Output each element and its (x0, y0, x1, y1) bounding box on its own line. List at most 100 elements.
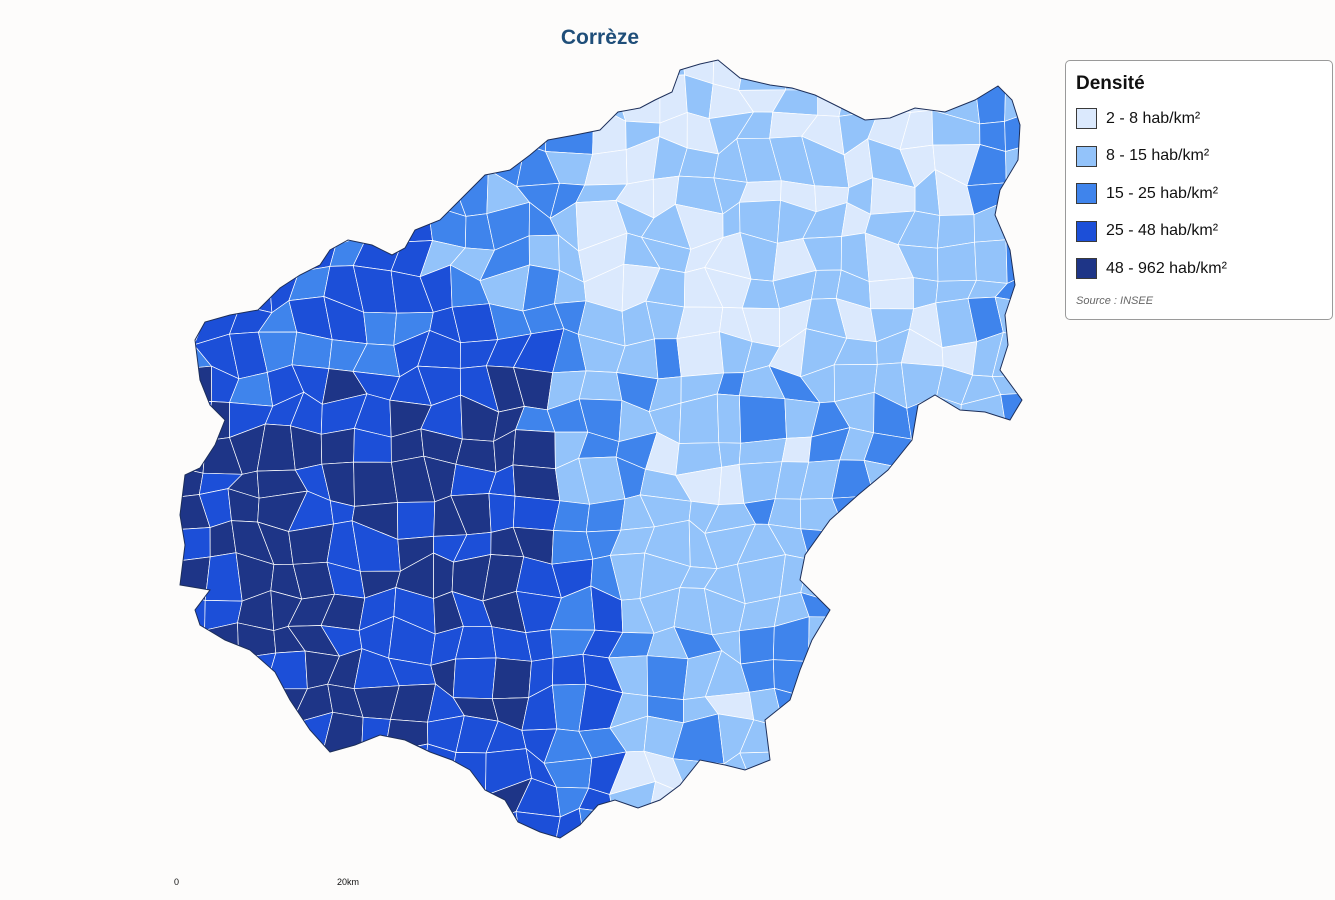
commune-region (865, 552, 910, 590)
commune-region (233, 60, 275, 82)
commune-region (180, 81, 200, 123)
legend-swatch (1076, 145, 1097, 167)
commune-region (871, 495, 900, 538)
commune-region (1025, 178, 1066, 212)
commune-region (512, 429, 556, 470)
commune-region (1000, 521, 1022, 568)
commune-region (180, 241, 209, 275)
commune-region (896, 619, 940, 665)
commune-region (355, 807, 395, 838)
commune-region (897, 71, 941, 113)
commune-region (180, 209, 211, 245)
commune-region (180, 266, 210, 310)
commune-region (194, 779, 241, 829)
commune-region (384, 813, 431, 838)
commune-region (740, 809, 779, 838)
commune-region (459, 78, 491, 119)
commune-region (362, 169, 405, 210)
commune-region (1032, 108, 1066, 146)
commune-region (992, 584, 1022, 635)
commune-region (233, 811, 276, 838)
commune-region (1027, 786, 1066, 818)
commune-region (865, 588, 910, 621)
legend: Densité 2 - 8 hab/km² 8 - 15 hab/km² 15 … (1065, 60, 1333, 320)
commune-region (552, 653, 587, 686)
commune-region (1032, 144, 1066, 183)
legend-item: 48 - 962 hab/km² (1076, 250, 1322, 288)
commune-region (962, 659, 1008, 697)
commune-region (191, 76, 238, 123)
commune-region (353, 461, 398, 507)
commune-region (512, 495, 561, 531)
commune-region (585, 498, 626, 533)
commune-region (180, 689, 204, 725)
commune-region (863, 71, 911, 113)
commune-region (203, 213, 241, 246)
commune-region (803, 751, 851, 795)
commune-region (180, 782, 213, 829)
commune-region (224, 232, 275, 279)
commune-region (180, 113, 209, 156)
commune-region (843, 683, 881, 730)
commune-region (180, 556, 211, 601)
commune-region (421, 146, 453, 175)
commune-region (974, 239, 1008, 284)
commune-region (870, 783, 901, 817)
commune-region (803, 714, 850, 761)
commune-region (451, 752, 487, 796)
commune-region (1025, 392, 1066, 435)
commune-region (258, 722, 303, 763)
commune-region (233, 169, 268, 215)
commune-region (901, 362, 944, 409)
commune-region (928, 744, 980, 794)
commune-region (841, 811, 877, 838)
commune-region (846, 714, 875, 757)
legend-title: Densité (1076, 73, 1145, 94)
commune-region (864, 748, 902, 785)
commune-region (873, 683, 911, 730)
commune-region (1025, 434, 1066, 468)
commune-region (738, 60, 787, 91)
commune-region (356, 79, 404, 116)
commune-region (929, 775, 981, 827)
commune-region (934, 716, 979, 757)
commune-region (236, 208, 275, 238)
scale-start-label: 0 (174, 877, 180, 887)
commune-region (1004, 498, 1022, 534)
commune-region (1003, 201, 1022, 252)
commune-region (961, 488, 1008, 525)
commune-region (391, 203, 433, 243)
commune-region (1025, 585, 1066, 634)
commune-region (1029, 557, 1066, 594)
commune-region (201, 811, 241, 838)
commune-region (907, 687, 947, 729)
commune-region (180, 625, 210, 659)
commune-region (1034, 50, 1066, 82)
commune-region (1006, 434, 1022, 471)
map-title: Corrèze (560, 26, 640, 49)
commune-region (297, 820, 331, 838)
commune-region (938, 586, 978, 631)
commune-region (927, 429, 963, 476)
commune-region (865, 655, 909, 688)
commune-region (969, 716, 1008, 758)
commune-region (929, 619, 978, 667)
commune-region (363, 311, 397, 346)
commune-region (194, 139, 235, 188)
commune-region (899, 809, 939, 838)
commune-region (200, 680, 235, 725)
commune-region (977, 743, 1010, 795)
commune-region (365, 203, 403, 243)
commune-region (928, 457, 963, 500)
commune-region (578, 370, 623, 401)
commune-region (545, 104, 595, 155)
commune-region (1001, 811, 1022, 838)
commune-region (180, 177, 211, 217)
commune-region (813, 691, 851, 725)
commune-region (488, 493, 516, 533)
commune-region (868, 277, 914, 310)
commune-region (974, 76, 1007, 125)
legend-swatch (1076, 220, 1097, 242)
commune-region (224, 748, 270, 793)
commune-region (387, 76, 431, 120)
